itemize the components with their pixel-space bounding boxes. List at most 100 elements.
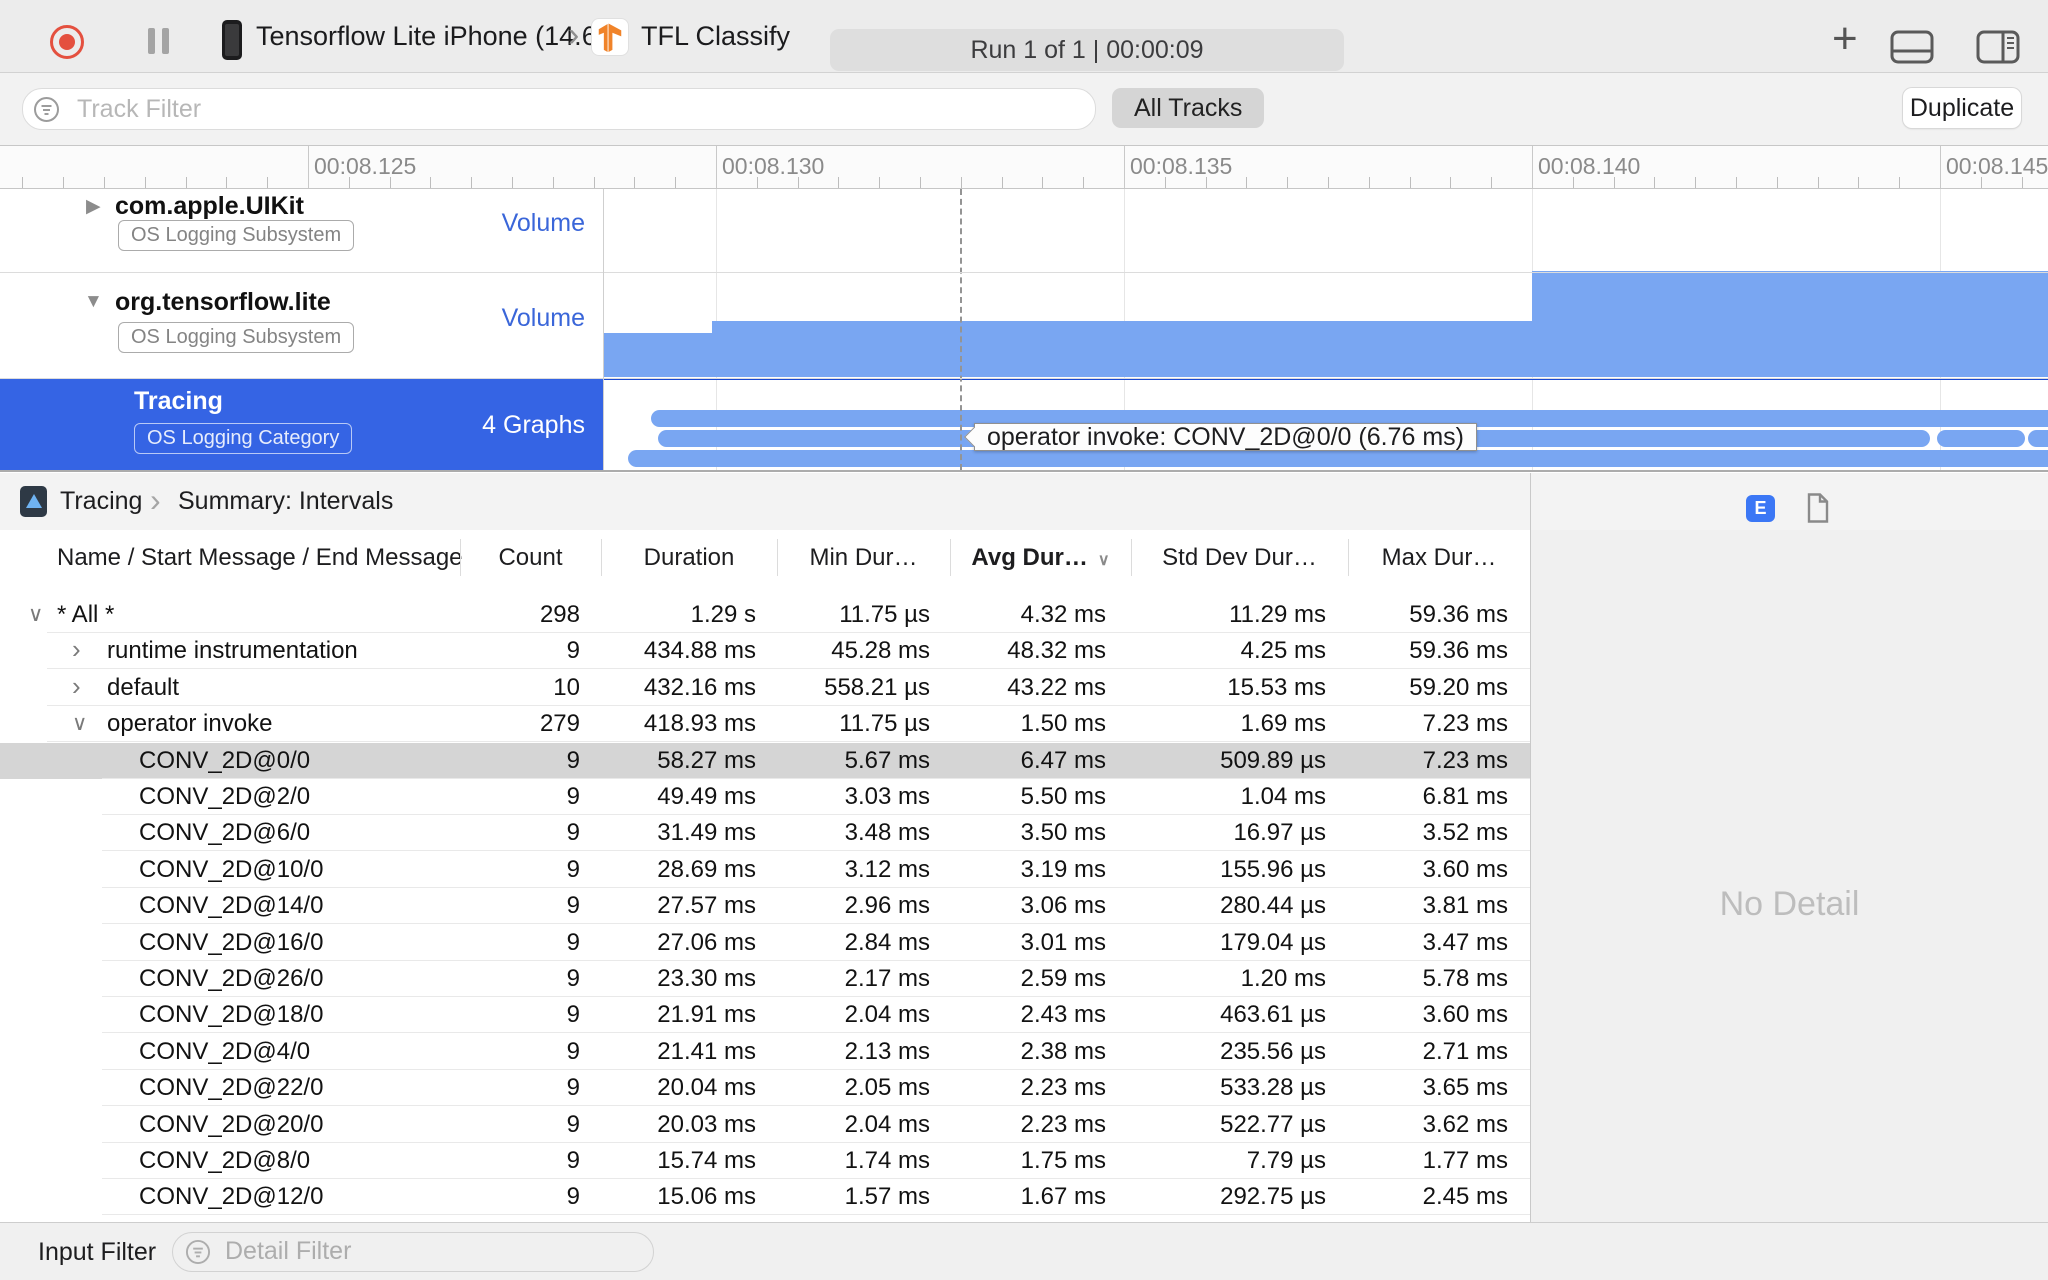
cell-max-duration: 5.78 ms (1422, 965, 1508, 992)
toggle-bottom-pane-button[interactable] (1890, 30, 1934, 69)
trace-interval-span[interactable] (628, 450, 2048, 467)
table-row[interactable]: CONV_2D@16/0 9 27.06 ms 2.84 ms 3.01 ms 179.0… (0, 925, 1530, 961)
sort-chevron-icon: ∨ (1097, 552, 1110, 569)
toggle-right-pane-button[interactable] (1976, 30, 2020, 69)
ruler-minor-tick (1328, 177, 1329, 188)
breadcrumb-chevron-icon: › (150, 482, 161, 518)
cell-count: 298 (539, 601, 580, 628)
track-divider (0, 378, 2048, 379)
cell-count: 9 (566, 819, 580, 847)
cell-min-duration: 2.84 ms (844, 928, 930, 956)
cell-duration: 58.27 ms (657, 746, 756, 774)
table-row[interactable]: CONV_2D@14/0 9 27.57 ms 2.96 ms 3.06 ms 280.4… (0, 888, 1530, 925)
column-header[interactable]: Avg Dur… ∨ (971, 544, 1110, 571)
cell-stddev-duration: 15.53 ms (1227, 673, 1326, 701)
document-icon[interactable] (1806, 493, 1830, 528)
track-header-uikit[interactable]: ▶ com.apple.UIKit OS Logging Subsystem V… (0, 189, 603, 272)
all-tracks-button[interactable]: All Tracks (1112, 88, 1265, 128)
table-row[interactable]: CONV_2D@6/0 9 31.49 ms 3.48 ms 3.50 ms 16.97 … (0, 815, 1530, 852)
table-header: Name / Start Message / End Message Count D… (0, 530, 1530, 586)
cell-count: 10 (553, 673, 580, 701)
cell-min-duration: 11.75 µs (839, 710, 930, 738)
cell-duration: 15.06 ms (657, 1183, 756, 1211)
table-row[interactable]: CONV_2D@4/0 9 21.41 ms 2.13 ms 2.38 ms 235.56… (0, 1034, 1530, 1070)
toolbar: Tensorflow Lite iPhone (14.6) › TFL Clas… (0, 0, 2048, 73)
row-separator (47, 741, 1530, 743)
row-separator (47, 704, 1530, 706)
row-disclosure-open-icon[interactable]: ∨ (28, 603, 44, 626)
trace-interval-span[interactable] (2028, 430, 2048, 447)
lane-label: Volume (501, 304, 585, 332)
row-disclosure-closed-icon[interactable]: › (72, 670, 81, 701)
table-row[interactable]: ∨ operator invoke 279 418.93 ms 11.75 µs 1.50… (0, 706, 1530, 743)
pause-icon[interactable] (162, 28, 169, 54)
ruler-minor-tick (1368, 177, 1370, 188)
column-header[interactable]: Name / Start Message / End Message (57, 544, 463, 571)
ruler-minor-tick (1613, 177, 1615, 188)
cell-duration: 21.91 ms (657, 1001, 756, 1029)
table-row[interactable]: CONV_2D@0/0 9 58.27 ms 5.67 ms 6.47 ms 509.89… (0, 742, 1530, 779)
table-row[interactable]: CONV_2D@26/0 9 23.30 ms 2.17 ms 2.59 ms 1.20 … (0, 961, 1530, 997)
target-app-name[interactable]: TFL Classify (641, 21, 791, 51)
table-row[interactable]: CONV_2D@12/0 9 15.06 ms 1.57 ms 1.67 ms 292.7… (0, 1179, 1530, 1216)
track-header-tracing-selected[interactable]: Tracing OS Logging Category 4 Graphs (0, 379, 603, 470)
ruler-minor-tick (348, 177, 350, 188)
add-instrument-button[interactable]: + (1832, 14, 1858, 63)
header-divider (1131, 539, 1132, 576)
breadcrumb-leaf[interactable]: Summary: Intervals (178, 487, 394, 515)
pause-icon[interactable] (148, 28, 155, 54)
track-filter-input[interactable] (75, 90, 1079, 128)
track-area: operator invoke: CONV_2D@0/0 (6.76 ms) ▶… (0, 189, 2048, 472)
column-header[interactable]: Min Dur… (809, 544, 918, 571)
table-row[interactable]: CONV_2D@8/0 9 15.74 ms 1.74 ms 1.75 ms 7.79 µ… (0, 1143, 1530, 1179)
time-ruler[interactable]: 00:08.125 00:08.130 00:08.135 00:08.140 00:0… (0, 146, 2048, 189)
row-disclosure-closed-icon[interactable]: › (72, 634, 81, 665)
table-row[interactable]: ∨ * All * 298 1.29 s 11.75 µs 4.32 ms 11.29 ms… (0, 597, 1530, 633)
ruler-minor-tick (1817, 177, 1819, 188)
detail-filter-input[interactable] (223, 1234, 637, 1269)
table-row[interactable]: CONV_2D@10/0 9 28.69 ms 3.12 ms 3.19 ms 155.9… (0, 852, 1530, 888)
track-divider (0, 272, 2048, 273)
cell-max-duration: 2.45 ms (1422, 1183, 1508, 1211)
disclosure-expanded-icon[interactable]: ▼ (84, 291, 103, 312)
track-header-tensorflow[interactable]: ▼ org.tensorflow.lite OS Logging Subsyst… (0, 273, 603, 378)
device-name[interactable]: Tensorflow Lite iPhone (14.6) (256, 21, 606, 51)
table-row[interactable]: › runtime instrumentation 9 434.88 ms 45.28 … (0, 633, 1530, 670)
ruler-minor-tick (1899, 177, 1901, 188)
breadcrumb-root[interactable]: Tracing (60, 487, 143, 515)
detail-filter-field[interactable] (172, 1232, 654, 1272)
table-row[interactable]: CONV_2D@18/0 9 21.91 ms 2.04 ms 2.43 ms 463.6… (0, 997, 1530, 1034)
pane-divider[interactable] (1530, 473, 1531, 1222)
column-header[interactable]: Count (498, 544, 563, 571)
table-row[interactable]: CONV_2D@20/0 9 20.03 ms 2.04 ms 2.23 ms 522.7… (0, 1107, 1530, 1143)
cell-max-duration: 3.60 ms (1422, 855, 1508, 883)
extended-detail-toggle[interactable]: E (1746, 495, 1775, 522)
duplicate-button[interactable]: Duplicate (1903, 88, 2021, 128)
ruler-minor-tick (471, 177, 473, 188)
column-header[interactable]: Duration (643, 544, 735, 571)
column-header[interactable]: Max Dur… (1381, 544, 1497, 571)
cell-min-duration: 2.04 ms (844, 1110, 930, 1138)
ruler-tick-label: 00:08.130 (722, 153, 825, 179)
disclosure-collapsed-icon[interactable]: ▶ (86, 196, 101, 217)
ruler-major-tick (716, 146, 717, 188)
trace-interval-span[interactable] (1937, 430, 2025, 447)
track-filter-field[interactable] (22, 88, 1096, 130)
table-row[interactable]: › default 10 432.16 ms 558.21 µs 43.22 ms 15.5… (0, 670, 1530, 706)
inspection-playhead[interactable] (960, 189, 962, 470)
record-button[interactable] (50, 25, 84, 59)
cell-min-duration: 1.74 ms (844, 1147, 930, 1174)
header-divider (601, 539, 602, 576)
ruler-minor-tick (430, 177, 432, 188)
table-row[interactable]: CONV_2D@2/0 9 49.49 ms 3.03 ms 5.50 ms 1.04 m… (0, 779, 1530, 815)
column-header[interactable]: Std Dev Dur… (1162, 544, 1317, 571)
cell-max-duration: 6.81 ms (1422, 783, 1508, 810)
cell-avg-duration: 4.32 ms (1020, 601, 1106, 628)
timeline-lane[interactable]: operator invoke: CONV_2D@0/0 (6.76 ms) (604, 189, 2048, 470)
ruler-minor-tick (1205, 177, 1207, 188)
cell-duration: 15.74 ms (657, 1147, 756, 1174)
table-row[interactable]: CONV_2D@22/0 9 20.04 ms 2.05 ms 2.23 ms 533.2… (0, 1070, 1530, 1107)
track-badge: OS Logging Subsystem (118, 322, 355, 353)
row-name: CONV_2D@10/0 (139, 855, 324, 883)
row-disclosure-open-icon[interactable]: ∨ (72, 712, 88, 736)
